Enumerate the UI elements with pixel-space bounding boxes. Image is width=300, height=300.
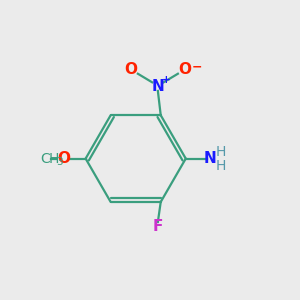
Text: +: + bbox=[161, 75, 170, 85]
Text: H: H bbox=[49, 152, 59, 166]
Text: O: O bbox=[178, 62, 191, 77]
Text: O: O bbox=[124, 62, 137, 77]
Text: N: N bbox=[152, 79, 164, 94]
Text: F: F bbox=[153, 219, 163, 234]
Text: N: N bbox=[204, 151, 217, 166]
Text: −: − bbox=[191, 60, 202, 73]
Text: H: H bbox=[216, 159, 226, 173]
Text: H: H bbox=[216, 145, 226, 159]
Text: C: C bbox=[41, 152, 50, 166]
Text: 3: 3 bbox=[56, 157, 63, 167]
Text: O: O bbox=[58, 151, 71, 166]
